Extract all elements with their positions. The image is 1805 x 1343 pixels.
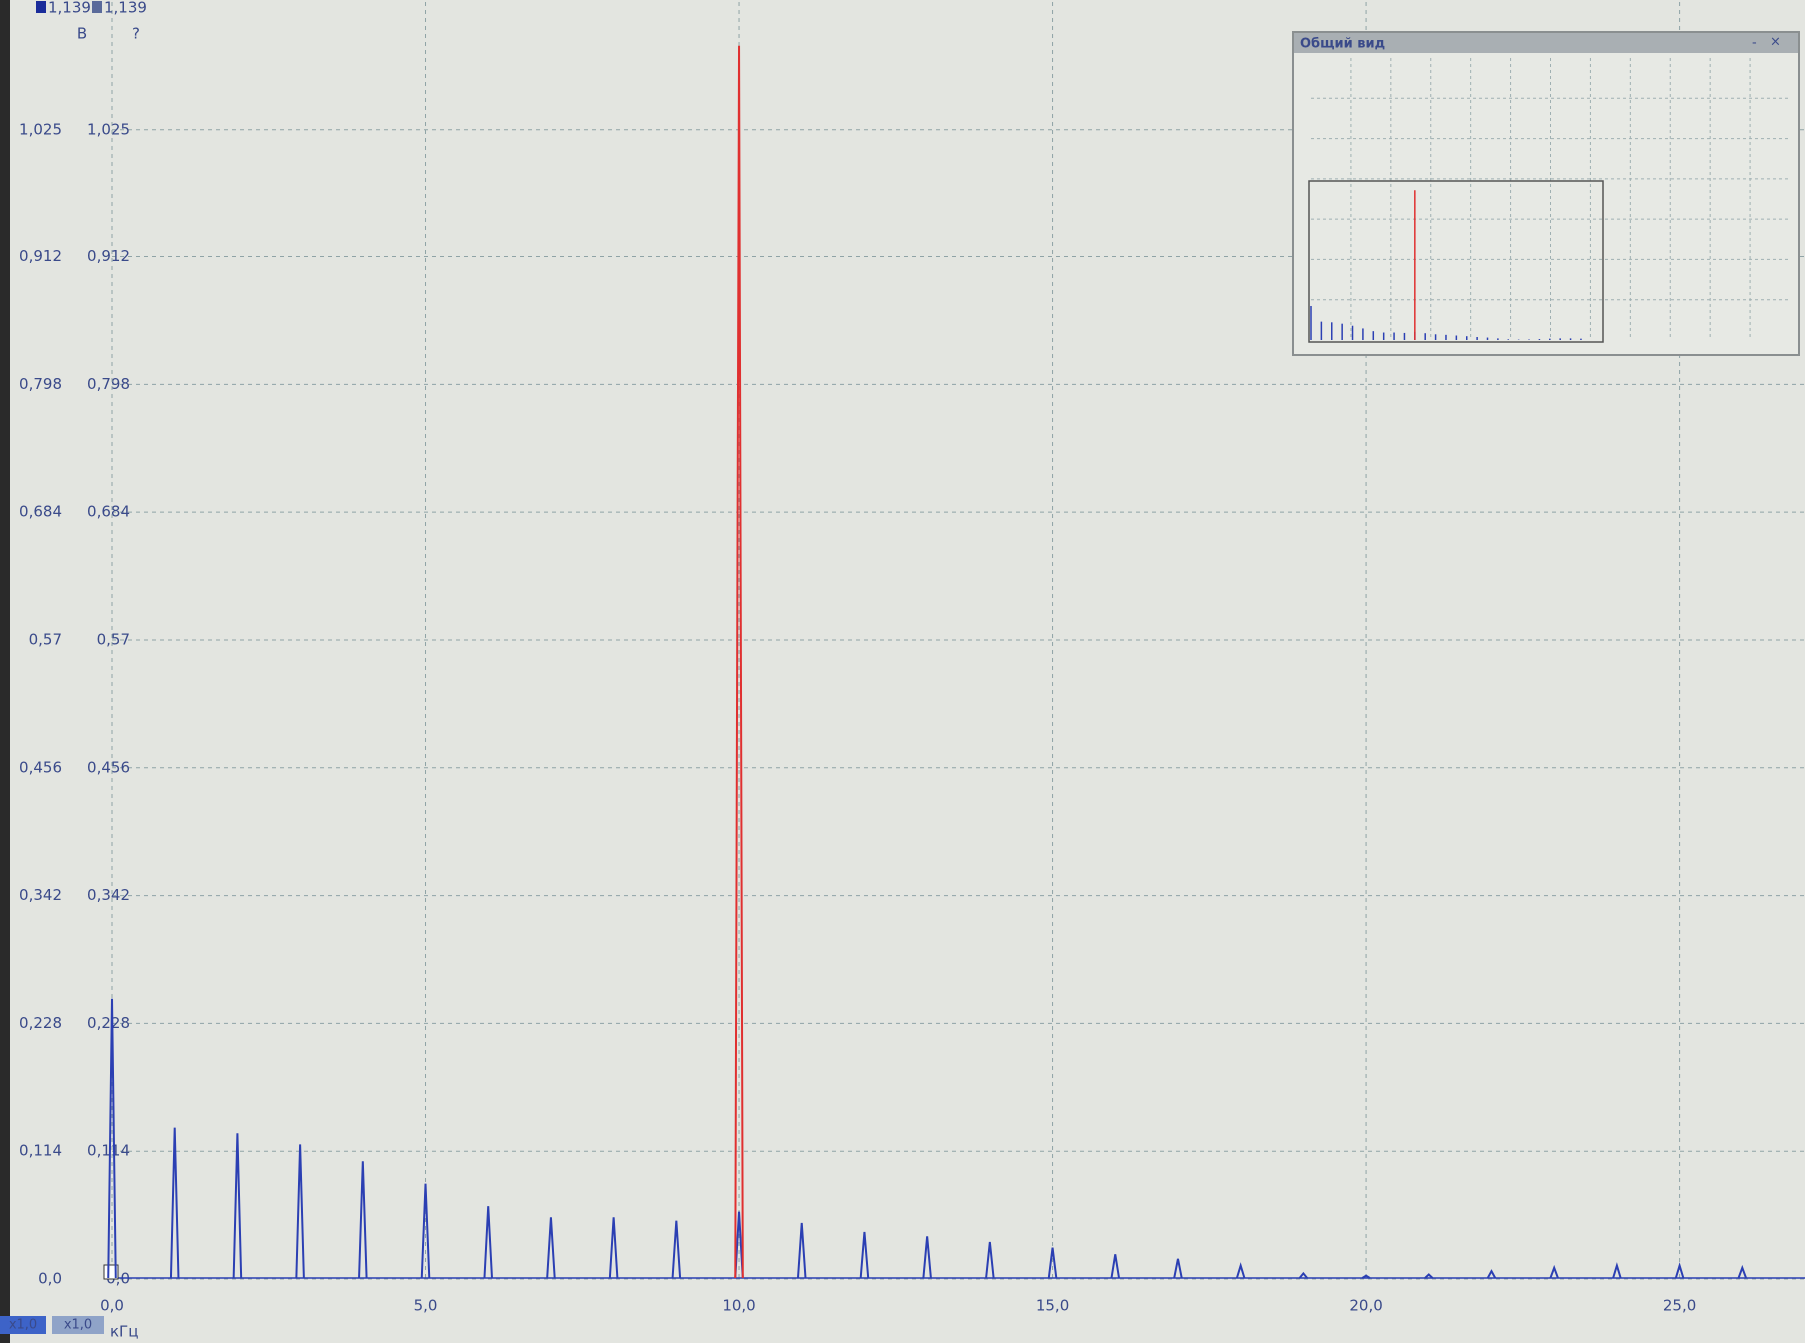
spectrum-peak [1612, 1262, 1622, 1279]
spectrum-peak [796, 1222, 807, 1279]
y-tick-label: 0,798 [19, 375, 62, 393]
spectrum-peak [1737, 1264, 1747, 1279]
x-tick-label: 0,0 [100, 1297, 124, 1315]
x-axis-label: кГц [110, 1323, 138, 1341]
spectrum-peak [1361, 1274, 1371, 1279]
channel-2-swatch [92, 1, 102, 13]
y-tick-label: 0,342 [19, 886, 62, 904]
spectrum-peak [1173, 1258, 1183, 1279]
y-tick-label-2: 0,798 [87, 375, 130, 393]
channel-1-unit: В [77, 25, 87, 43]
spectrum-peak [169, 1127, 180, 1279]
x-tick-label: 20,0 [1349, 1297, 1382, 1315]
y-tick-label-2: 0,114 [87, 1142, 130, 1160]
y-tick-label-2: 0,342 [87, 886, 130, 904]
y-tick-label: 0,114 [19, 1142, 62, 1160]
spectrum-peak [922, 1236, 932, 1279]
plot: 0,0 0,0 0,114 0,114 0,228 0,228 0,342 0,342 0,45… [19, 2, 1805, 1315]
minimize-button[interactable]: - [1752, 36, 1757, 51]
screen-edge [0, 0, 10, 1343]
spectrum-peak [1235, 1262, 1246, 1279]
spectrum-peak [859, 1231, 870, 1279]
spectrum-peak [1110, 1254, 1121, 1279]
spectrum-peak [358, 1161, 368, 1279]
spectrum-peak [985, 1241, 995, 1279]
channel-2-unit: ? [132, 25, 140, 43]
x-tick-label: 15,0 [1036, 1297, 1069, 1315]
y-tick-label: 0,684 [19, 503, 62, 521]
y-tick-label-2: 0,456 [87, 758, 130, 776]
spectrum-peak [483, 1206, 493, 1279]
y-tick-label-2: 0,228 [87, 1014, 130, 1032]
overview-titlebar [1294, 33, 1798, 53]
channel-1-scale: 1,139 [48, 0, 91, 17]
y-tick-label-2: 0,57 [97, 630, 130, 648]
scale-button-2[interactable] [52, 1316, 104, 1334]
x-tick-label: 10,0 [722, 1297, 755, 1315]
spectrum-peak [420, 1183, 431, 1279]
y-tick-label: 0,228 [19, 1014, 62, 1032]
y-tick-label: 1,025 [19, 120, 62, 138]
y-tick-label-2: 1,025 [87, 120, 130, 138]
spectrum-peak [107, 998, 117, 1279]
y-tick-label-2: 0,912 [87, 247, 130, 265]
scale-button-1[interactable] [0, 1316, 46, 1334]
close-button[interactable]: × [1770, 35, 1781, 50]
scale-button-2-label[interactable]: x1,0 [64, 1318, 92, 1333]
spectrum-peak [1298, 1271, 1308, 1279]
overview-plot [1310, 58, 1790, 340]
spectrum-peak [671, 1220, 682, 1279]
channel-2-scale: 1,139 [104, 0, 147, 17]
overview-title: Общий вид [1300, 37, 1385, 52]
spectrum-peak [1424, 1273, 1434, 1279]
y-tick-label: 0,57 [29, 630, 62, 648]
spectrum-peak [1486, 1269, 1497, 1279]
channel-1-swatch [36, 1, 46, 13]
x-tick-label: 25,0 [1663, 1297, 1696, 1315]
spectrum-peak [1674, 1262, 1685, 1279]
spectrum-peak [734, 45, 744, 1279]
overview-viewport [1308, 180, 1604, 343]
overview-window: Общий вид - × [1292, 31, 1800, 356]
scale-button-1-label[interactable]: x1,0 [9, 1318, 37, 1333]
spectrum-peak [232, 1133, 243, 1279]
y-tick-label: 0,912 [19, 247, 62, 265]
overview-frame [1292, 31, 1800, 356]
spectrum-peak [734, 1211, 744, 1279]
y-tick-label: 0,456 [19, 758, 62, 776]
x-tick-label: 5,0 [414, 1297, 438, 1315]
spectrum-peak [1047, 1247, 1058, 1279]
spectrum-peak [608, 1217, 619, 1279]
y-tick-label: 0,0 [38, 1270, 62, 1288]
spectrum-peak [1549, 1264, 1559, 1279]
spectrum-peak [546, 1217, 556, 1279]
y-tick-label-2: 0,684 [87, 503, 130, 521]
spectrum-peak [295, 1144, 305, 1279]
